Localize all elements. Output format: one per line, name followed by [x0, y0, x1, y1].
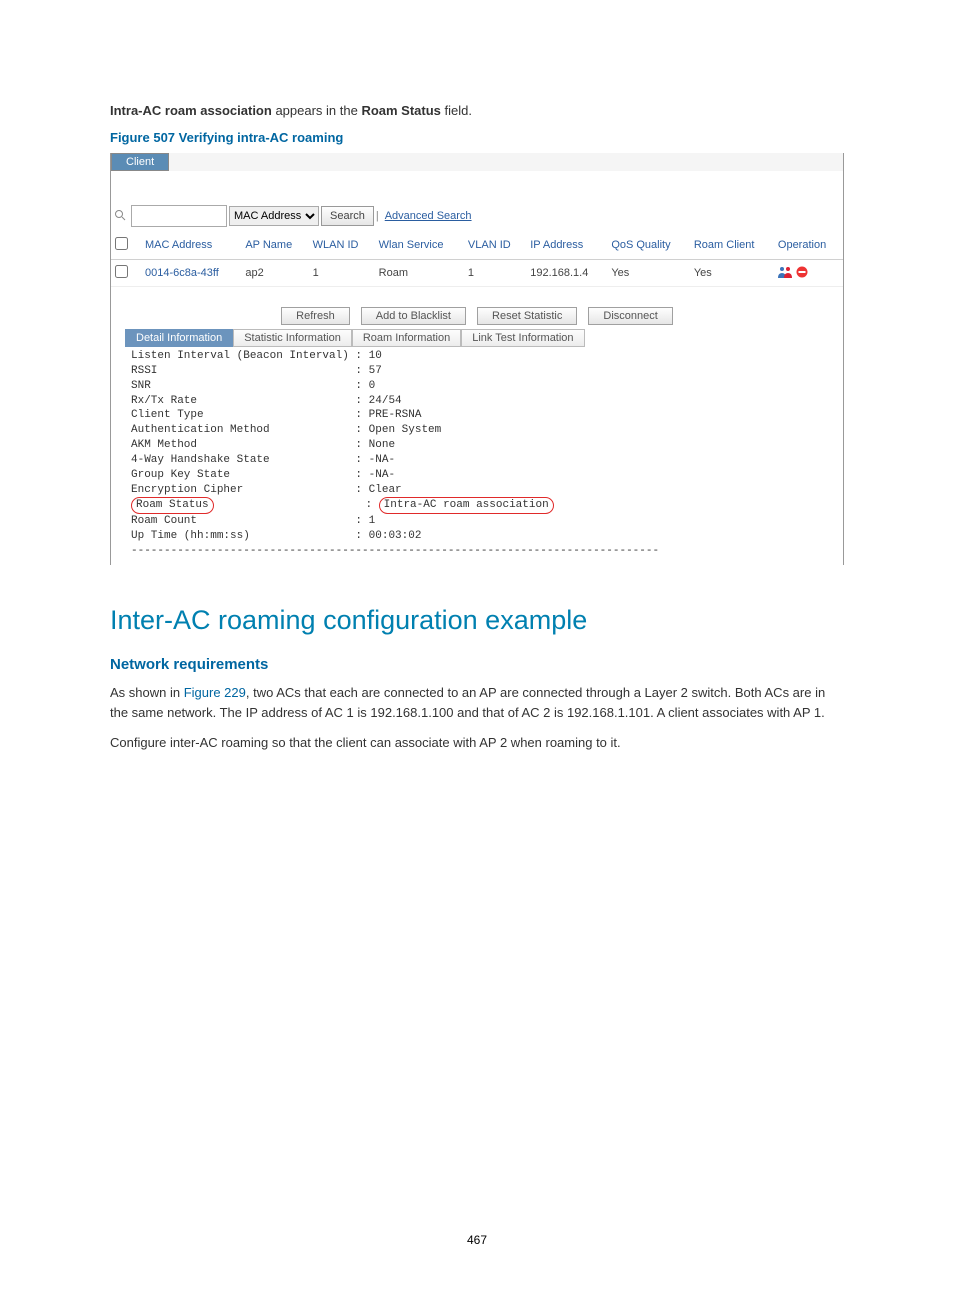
- col-ap[interactable]: AP Name: [241, 231, 308, 260]
- tab-roam-info[interactable]: Roam Information: [352, 329, 461, 347]
- cell-roam: Yes: [690, 260, 774, 287]
- tab-statistic-info[interactable]: Statistic Information: [233, 329, 352, 347]
- cell-vlan: 1: [464, 260, 526, 287]
- people-icon[interactable]: [778, 266, 792, 278]
- detail-sub-tabs: Detail Information Statistic Information…: [125, 329, 843, 347]
- tab-detail-info[interactable]: Detail Information: [125, 329, 233, 347]
- cell-service: Roam: [375, 260, 464, 287]
- select-all-checkbox[interactable]: [115, 237, 128, 250]
- search-input[interactable]: [131, 205, 227, 227]
- col-vlan[interactable]: VLAN ID: [464, 231, 526, 260]
- search-icon: [111, 209, 129, 224]
- cell-ap: ap2: [241, 260, 308, 287]
- action-button-row: Refresh Add to Blacklist Reset Statistic…: [111, 307, 843, 325]
- page-number: 467: [110, 1233, 844, 1247]
- requirements-para-2: Configure inter-AC roaming so that the c…: [110, 733, 844, 753]
- add-blacklist-button[interactable]: Add to Blacklist: [361, 307, 466, 325]
- screenshot-panel: Client MAC Address Search | Advanced Sea…: [110, 153, 844, 565]
- subsection-heading: Network requirements: [110, 656, 844, 673]
- col-op[interactable]: Operation: [774, 231, 843, 260]
- figure-229-link[interactable]: Figure 229: [184, 685, 246, 700]
- roam-status-label-circle: Roam Status: [131, 497, 214, 514]
- intro-tail: field.: [441, 103, 472, 118]
- col-ip[interactable]: IP Address: [526, 231, 607, 260]
- disconnect-button[interactable]: Disconnect: [588, 307, 672, 325]
- cell-mac[interactable]: 0014-6c8a-43ff: [141, 260, 241, 287]
- search-row: MAC Address Search | Advanced Search: [111, 201, 843, 231]
- intro-text: Intra-AC roam association appears in the…: [110, 103, 844, 118]
- col-mac[interactable]: MAC Address: [141, 231, 241, 260]
- cell-qos: Yes: [607, 260, 690, 287]
- refresh-button[interactable]: Refresh: [281, 307, 350, 325]
- disconnect-icon[interactable]: [796, 266, 808, 278]
- client-tab[interactable]: Client: [111, 153, 169, 171]
- cell-operation: [774, 260, 843, 287]
- advanced-search-link[interactable]: Advanced Search: [385, 210, 472, 222]
- tab-linktest-info[interactable]: Link Test Information: [461, 329, 584, 347]
- section-heading: Inter-AC roaming configuration example: [110, 605, 844, 636]
- figure-caption: Figure 507 Verifying intra-AC roaming: [110, 130, 844, 145]
- cell-wlanid: 1: [309, 260, 375, 287]
- requirements-para-1: As shown in Figure 229, two ACs that eac…: [110, 683, 844, 723]
- cell-ip: 192.168.1.4: [526, 260, 607, 287]
- intro-bold1: Intra-AC roam association: [110, 103, 272, 118]
- col-roam[interactable]: Roam Client: [690, 231, 774, 260]
- search-field-select[interactable]: MAC Address: [229, 206, 319, 226]
- col-service[interactable]: Wlan Service: [375, 231, 464, 260]
- table-row: 0014-6c8a-43ff ap2 1 Roam 1 192.168.1.4 …: [111, 260, 843, 287]
- col-wlanid[interactable]: WLAN ID: [309, 231, 375, 260]
- intro-bold2: Roam Status: [361, 103, 440, 118]
- roam-status-value-circle: Intra-AC roam association: [379, 497, 554, 514]
- search-button[interactable]: Search: [321, 206, 374, 226]
- row-checkbox[interactable]: [115, 265, 128, 278]
- reset-statistic-button[interactable]: Reset Statistic: [477, 307, 577, 325]
- detail-info-block: Listen Interval (Beacon Interval) : 10 R…: [111, 347, 843, 565]
- intro-mid: appears in the: [272, 103, 362, 118]
- col-qos[interactable]: QoS Quality: [607, 231, 690, 260]
- top-tab-row: Client: [111, 153, 843, 171]
- client-table: MAC Address AP Name WLAN ID Wlan Service…: [111, 231, 843, 287]
